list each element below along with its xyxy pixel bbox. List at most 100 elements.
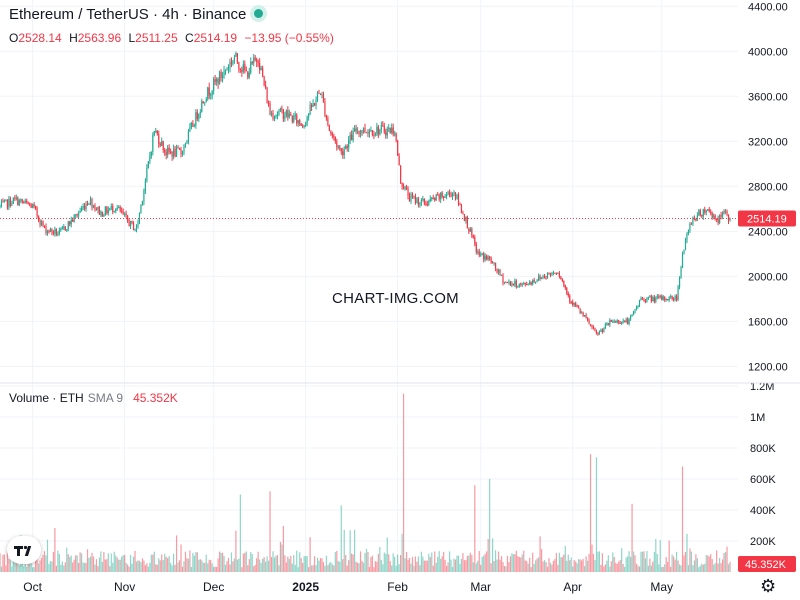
volume-bar <box>714 563 716 572</box>
candle-body <box>471 228 473 236</box>
volume-bar <box>210 560 212 572</box>
candle-body <box>167 147 169 156</box>
candle-body <box>172 148 175 157</box>
volume-bar <box>391 565 393 572</box>
volume-bar <box>121 556 123 572</box>
symbol-title[interactable]: Ethereum / TetherUS · 4h · Binance <box>9 6 264 23</box>
candle-body <box>417 198 420 205</box>
volume-bar <box>354 529 356 572</box>
candle-body <box>296 114 298 124</box>
candle-body <box>49 228 52 233</box>
candle-body <box>89 199 92 204</box>
volume-bar <box>256 558 258 572</box>
volume-bar <box>278 565 280 572</box>
volume-bar <box>302 563 304 572</box>
volume-bar <box>456 555 458 572</box>
candle-body <box>100 211 102 215</box>
volume-bar <box>45 555 47 572</box>
candle-body <box>621 321 623 324</box>
volume-bar <box>612 552 614 572</box>
candle-body <box>254 57 256 60</box>
time-tick-label: Feb <box>387 580 408 594</box>
volume-bar <box>40 558 43 572</box>
volume-bar <box>392 553 394 572</box>
volume-bar <box>161 554 163 572</box>
tradingview-logo-icon[interactable] <box>7 536 41 564</box>
volume-bar <box>213 566 215 572</box>
high-value: 2563.96 <box>77 31 122 45</box>
volume-bar <box>303 556 305 572</box>
candle-body <box>370 130 372 132</box>
volume-bar <box>422 556 424 572</box>
candle-body <box>675 295 678 300</box>
volume-bar <box>632 551 635 572</box>
candle-body <box>275 115 277 118</box>
volume-legend[interactable]: Volume · ETH SMA 9 45.352K <box>9 391 178 405</box>
candle-body <box>251 62 253 64</box>
volume-bar <box>316 557 319 572</box>
candle-body <box>426 203 428 205</box>
candle-body <box>322 94 325 102</box>
volume-bar <box>517 556 519 572</box>
volume-bar <box>604 564 606 572</box>
candle-body <box>358 131 360 135</box>
close-label: C <box>185 31 194 45</box>
volume-bar <box>713 564 715 572</box>
volume-bar <box>490 563 492 572</box>
candle-body <box>128 220 130 227</box>
candle-body <box>517 286 519 288</box>
volume-bar <box>515 550 517 572</box>
candle-body <box>43 226 46 228</box>
volume-bar <box>583 566 586 572</box>
candle-body <box>462 212 464 215</box>
candle-body <box>724 211 727 213</box>
gear-icon[interactable]: ⚙ <box>760 576 777 596</box>
candle-body <box>348 139 350 149</box>
candle-body <box>276 114 279 116</box>
candle-body <box>456 194 458 199</box>
volume-bar <box>658 564 660 572</box>
volume-bar <box>724 552 727 572</box>
candle-body <box>235 53 237 57</box>
candle-body <box>579 308 581 313</box>
candle-body <box>141 201 144 205</box>
volume-bar <box>554 559 556 572</box>
candle-body <box>69 221 71 225</box>
volume-bar <box>241 567 243 572</box>
candle-body <box>319 93 322 95</box>
volume-bar <box>552 560 555 572</box>
candle-body <box>124 213 126 215</box>
volume-bar <box>79 552 81 572</box>
volume-bar <box>322 562 325 572</box>
volume-bar <box>447 562 449 572</box>
candle-body <box>205 99 207 103</box>
volume-bar <box>124 554 126 572</box>
volume-bar <box>609 566 611 572</box>
candle-body <box>647 296 649 298</box>
volume-bar <box>523 550 525 572</box>
candle-body <box>643 299 645 301</box>
volume-bar <box>236 559 238 572</box>
candle-body <box>441 192 443 197</box>
volume-bar <box>132 556 135 572</box>
volume-bar <box>140 562 142 572</box>
volume-bar <box>432 565 434 572</box>
candle-body <box>244 64 246 71</box>
candle-body <box>259 63 261 71</box>
candle-body <box>713 215 715 218</box>
candle-body <box>578 306 580 309</box>
candle-body <box>437 194 439 196</box>
candle-body <box>474 237 476 244</box>
candle-body <box>328 124 330 132</box>
volume-bar <box>595 457 598 572</box>
volume-bar <box>76 555 78 572</box>
volume-bar <box>24 563 26 572</box>
time-tick-label: May <box>650 580 673 594</box>
volume-bar <box>165 556 167 572</box>
volume-bar <box>481 557 483 572</box>
volume-bar <box>567 554 569 572</box>
candle-body <box>530 281 532 285</box>
candle-body <box>337 146 339 148</box>
volume-bar <box>401 533 403 572</box>
